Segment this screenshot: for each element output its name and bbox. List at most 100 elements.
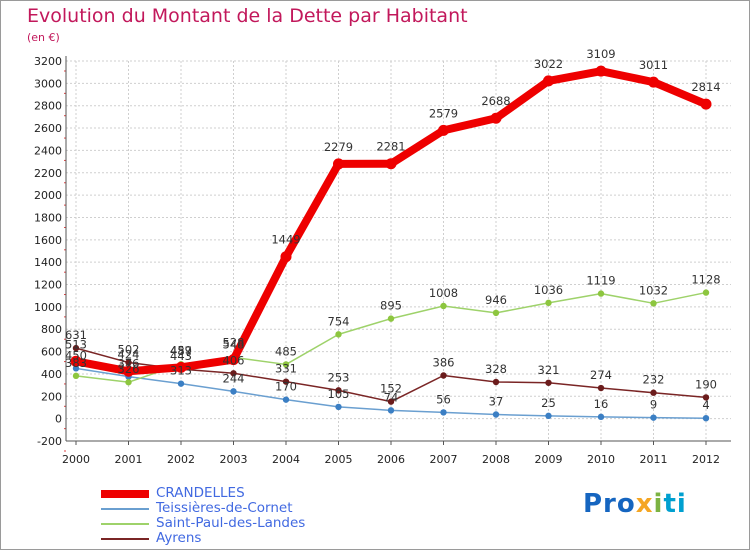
data-label: 513: [65, 337, 87, 351]
data-labels: 631 502 443 406 331 253 152 386 328 321 274 232 190 4…: [65, 47, 721, 412]
data-label: 450: [65, 348, 87, 362]
x-tick-label: 2007: [430, 453, 458, 466]
x-tick-label: 2011: [640, 453, 668, 466]
legend-item-teissieres[interactable]: Teissières-de-Cornet: [101, 501, 361, 516]
y-tick-label: 3200: [34, 55, 62, 68]
data-label: 424: [118, 347, 140, 361]
data-point: [545, 412, 552, 420]
data-point: [702, 289, 710, 296]
data-point: [595, 65, 607, 77]
y-tick-label: 3000: [34, 77, 62, 90]
y-tick-label: 2200: [34, 167, 62, 180]
data-point: [385, 158, 397, 170]
data-label: 1008: [429, 286, 458, 300]
legend-item-ayrens[interactable]: Ayrens: [101, 531, 361, 546]
data-point: [545, 299, 552, 307]
y-tick-label: 2800: [34, 100, 62, 113]
data-label: 3109: [586, 47, 615, 61]
data-point: [648, 76, 659, 88]
legend-swatch-saint-paul: [101, 523, 149, 525]
axes: -200 0 200 400 600 800 1000 1200 1400 1600 1800 200…: [34, 55, 731, 466]
x-tick-label: 2002: [167, 453, 195, 466]
y-tick-label: 2000: [34, 189, 62, 202]
legend-item-crandelles[interactable]: CRANDELLES: [101, 486, 361, 501]
data-point: [438, 124, 449, 136]
legend-label-ayrens: Ayrens: [156, 530, 202, 546]
x-tick-label: 2008: [482, 453, 510, 466]
data-label: 331: [275, 362, 297, 376]
data-label: 2281: [376, 140, 405, 154]
data-label: 443: [170, 349, 192, 363]
y-tick-label: 400: [41, 368, 62, 381]
legend-label-saint-paul: Saint-Paul-des-Landes: [156, 515, 306, 531]
y-tick-label: 1400: [34, 256, 62, 269]
data-point: [335, 403, 342, 411]
y-tick-label: 1000: [34, 301, 62, 314]
proxiti-logo: Proxiti: [583, 489, 687, 519]
data-label: 274: [590, 368, 612, 382]
data-label: 152: [380, 382, 402, 396]
data-label: 2279: [324, 140, 353, 154]
data-label: 16: [594, 397, 609, 411]
data-point: [597, 290, 605, 297]
data-point: [440, 372, 447, 379]
y-tick-label: 2600: [34, 122, 62, 135]
legend-label-crandelles: CRANDELLES: [156, 485, 245, 501]
data-point: [440, 302, 447, 310]
data-point: [650, 300, 657, 307]
data-point: [387, 398, 395, 405]
legend-label-teissieres: Teissières-de-Cornet: [156, 500, 293, 516]
data-point: [440, 409, 447, 416]
y-tick-label: 600: [41, 346, 62, 359]
data-label: 74: [384, 390, 399, 404]
data-point: [335, 387, 342, 394]
data-point: [70, 355, 82, 367]
data-point: [492, 378, 500, 386]
data-label: 4: [702, 398, 709, 412]
data-label: 895: [380, 299, 402, 313]
data-label: 485: [275, 344, 297, 358]
x-tick-label: 2012: [692, 453, 720, 466]
x-tick-label: 2006: [377, 453, 405, 466]
data-label: 37: [489, 395, 504, 409]
data-label: 946: [485, 293, 507, 307]
data-point: [125, 359, 132, 366]
data-point: [280, 251, 292, 263]
data-point: [282, 378, 290, 385]
data-label: 3022: [534, 57, 563, 71]
data-label: 528: [223, 336, 245, 350]
data-point: [387, 407, 395, 414]
chart-title: Evolution du Montant de la Dette par Hab…: [27, 5, 468, 27]
legend-item-saint-paul[interactable]: Saint-Paul-des-Landes: [101, 516, 361, 531]
data-label: 386: [433, 356, 455, 370]
x-tick-label: 2004: [272, 453, 300, 466]
data-point: [230, 370, 237, 377]
data-label: 105: [328, 387, 350, 401]
data-label: 321: [538, 363, 560, 377]
data-label: 25: [541, 396, 556, 410]
legend-swatch-ayrens: [101, 538, 149, 540]
data-label: 383: [65, 356, 87, 370]
y-tick-label: 200: [41, 390, 62, 403]
data-label: 376: [118, 357, 140, 371]
y-tick-label: 1600: [34, 234, 62, 247]
data-point: [230, 388, 237, 395]
data-point: [125, 379, 132, 386]
data-label: 1449: [271, 233, 300, 247]
data-point: [72, 365, 80, 372]
data-label: 2688: [481, 94, 510, 108]
legend-swatch-crandelles: [101, 490, 149, 498]
data-label: 244: [223, 371, 245, 385]
x-tick-label: 2003: [220, 453, 248, 466]
data-point: [702, 415, 710, 422]
x-tick-label: 2005: [325, 453, 353, 466]
grid-lines: [66, 60, 731, 442]
data-point: [492, 309, 500, 317]
data-label: 487: [170, 344, 192, 358]
data-point: [650, 414, 657, 421]
legend-swatch-teissieres: [101, 508, 149, 510]
x-tick-label: 2001: [115, 453, 143, 466]
data-label: 313: [170, 364, 192, 378]
data-label: 328: [485, 362, 507, 376]
